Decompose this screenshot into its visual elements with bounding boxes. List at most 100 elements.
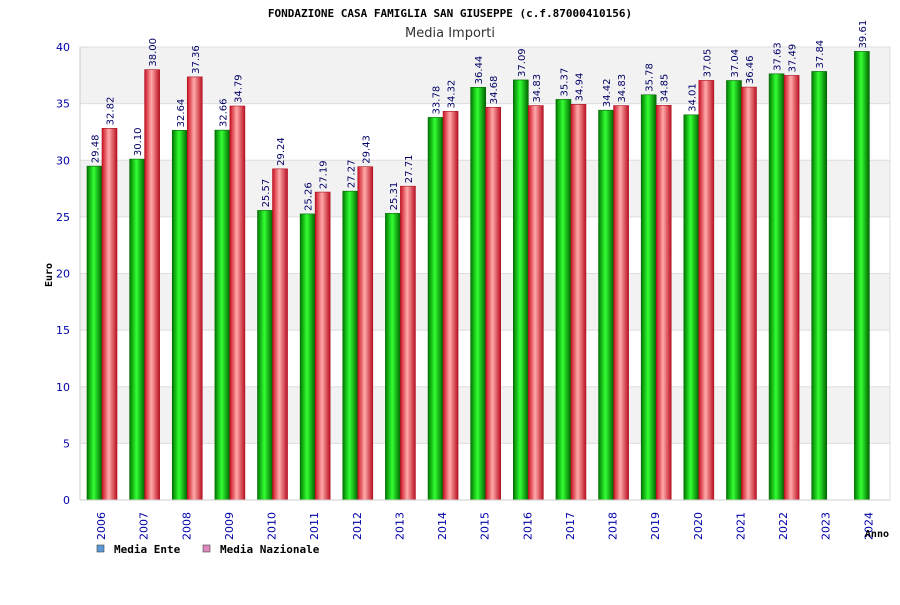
data-label: 34.68 (489, 76, 500, 105)
x-tick-label: 2021 (734, 512, 747, 540)
data-label: 34.42 (602, 79, 613, 108)
x-tick-label: 2015 (479, 512, 492, 540)
bar-media-ente (555, 99, 572, 501)
y-tick-label: 10 (56, 381, 70, 394)
x-tick-label: 2017 (564, 512, 577, 540)
bar-media-ente (726, 80, 742, 501)
data-label: 30.10 (133, 127, 144, 156)
y-tick-label: 0 (63, 494, 70, 507)
data-label: 29.43 (361, 135, 372, 164)
data-label: 27.27 (346, 160, 357, 189)
data-label: 37.05 (702, 49, 713, 78)
axes: 0 5 10 15 20 25 30 35 40 2006 2007 2008 2009 2010 2011… (56, 41, 891, 540)
data-label: 29.24 (276, 137, 287, 166)
data-label: 38.00 (148, 38, 159, 67)
data-label: 27.71 (404, 155, 415, 184)
bar-media-nazionale (229, 105, 246, 501)
x-tick-label: 2012 (351, 512, 364, 540)
bar-media-nazionale (741, 86, 757, 501)
x-tick-label: 2022 (777, 512, 790, 540)
bar-media-ente (257, 210, 273, 501)
bar-media-ente (811, 71, 828, 501)
data-label: 32.82 (106, 97, 117, 126)
bar-media-nazionale (144, 69, 160, 501)
y-tick-label: 30 (56, 154, 70, 167)
data-label: 32.66 (218, 98, 229, 127)
data-label: 25.26 (304, 182, 315, 211)
bar-media-ente (683, 114, 700, 501)
bar-media-ente (214, 129, 231, 501)
bar-media-nazionale (528, 105, 544, 501)
x-tick-label: 2008 (180, 512, 193, 540)
bar-media-ente (854, 51, 870, 501)
y-tick-label: 25 (56, 211, 70, 224)
data-label: 34.79 (233, 74, 244, 103)
x-tick-label: 2023 (820, 512, 833, 540)
data-label: 27.19 (319, 160, 330, 189)
y-tick-label: 35 (56, 98, 70, 111)
bar-media-nazionale (613, 105, 629, 501)
bar-media-nazionale (272, 168, 288, 501)
x-tick-label: 2011 (308, 512, 321, 540)
data-label: 37.63 (773, 42, 784, 71)
data-label: 37.09 (517, 48, 528, 77)
y-tick-label: 20 (56, 268, 70, 281)
bar-media-nazionale (698, 80, 715, 501)
bar-media-ente (598, 109, 614, 501)
bar-media-ente (640, 94, 657, 501)
bar-media-nazionale (314, 191, 331, 501)
bar-media-nazionale (400, 185, 416, 501)
data-label: 36.44 (474, 56, 485, 85)
data-label: 36.46 (745, 55, 756, 84)
x-tick-label: 2009 (223, 512, 236, 540)
data-label: 33.78 (432, 86, 443, 115)
bar-media-ente (342, 190, 359, 501)
legend: Media Ente Media Nazionale (96, 543, 320, 556)
x-axis-title: Anno (865, 529, 889, 540)
data-label: 35.78 (645, 63, 656, 92)
data-label: 25.31 (389, 182, 400, 211)
bar-media-ente (768, 73, 785, 501)
x-tick-label: 2020 (692, 512, 705, 540)
x-tick-label: 2018 (607, 512, 620, 540)
bar-media-ente (129, 158, 145, 501)
x-tick-label: 2019 (649, 512, 662, 540)
legend-swatch-media-nazionale (202, 544, 211, 553)
y-tick-label: 5 (63, 437, 70, 450)
bar-media-nazionale (186, 76, 203, 501)
bar-media-ente (513, 79, 529, 501)
data-label: 37.36 (191, 45, 202, 74)
bar-media-ente (86, 165, 103, 501)
data-label: 37.04 (730, 49, 741, 78)
data-label: 34.83 (532, 74, 543, 103)
bar-media-ente (385, 213, 401, 501)
x-tick-label: 2016 (521, 512, 534, 540)
x-tick-label: 2013 (393, 512, 406, 540)
chart-subtitle: Media Importi (405, 26, 495, 41)
chart-title: FONDAZIONE CASA FAMIGLIA SAN GIUSEPPE (c… (268, 7, 632, 20)
x-tick-label: 2010 (266, 512, 279, 540)
legend-label-media-ente: Media Ente (114, 543, 181, 556)
x-tick-label: 2007 (138, 512, 151, 540)
bar-media-nazionale (570, 104, 587, 501)
data-label: 29.48 (91, 134, 102, 163)
bar-media-nazionale (357, 166, 374, 501)
y-tick-label: 15 (56, 324, 70, 337)
bar-media-ente (470, 87, 486, 501)
data-labels: 29.48 32.82 30.10 38.00 32.64 37.36 32.66 34.79… (91, 20, 869, 211)
x-tick-label: 2006 (95, 512, 108, 540)
bar-media-ente (427, 117, 444, 501)
data-label: 25.57 (261, 179, 272, 208)
data-label: 34.32 (447, 80, 458, 109)
data-label: 34.01 (687, 83, 698, 112)
data-label: 34.83 (617, 74, 628, 103)
bar-media-ente (171, 130, 188, 501)
bar-media-nazionale (101, 128, 118, 501)
y-tick-label: 40 (56, 41, 70, 54)
legend-label-media-nazionale: Media Nazionale (220, 543, 320, 556)
bar-media-nazionale (485, 106, 501, 501)
legend-swatch-media-ente (96, 544, 105, 553)
data-label: 35.37 (559, 68, 570, 97)
